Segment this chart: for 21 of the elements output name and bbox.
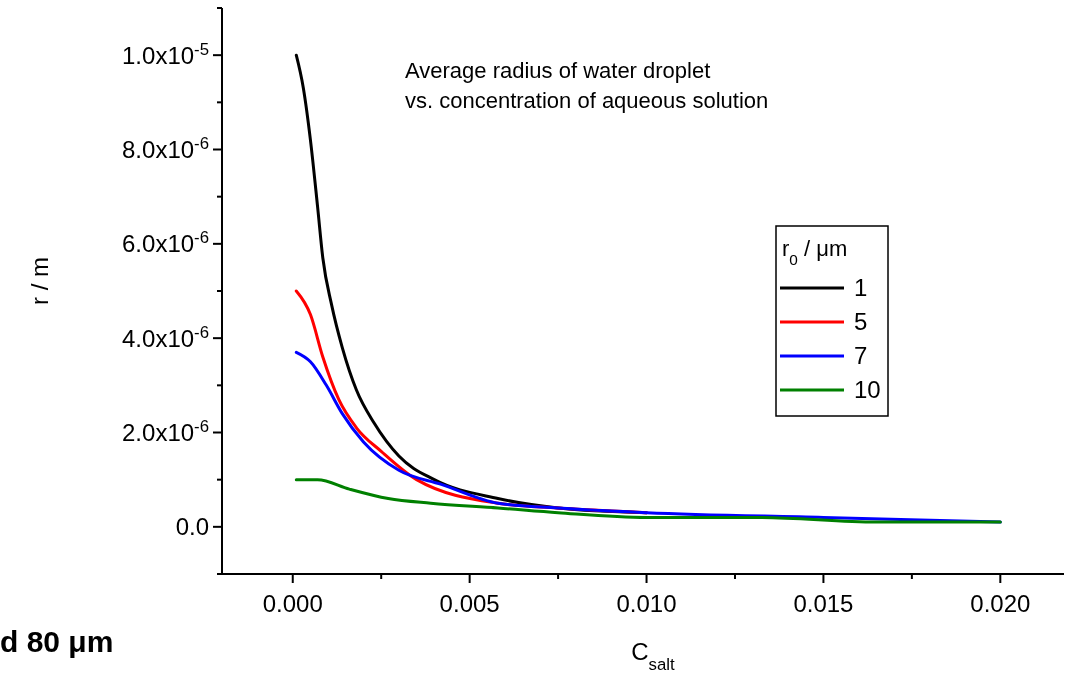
y-tick-label: 0.0: [175, 513, 209, 541]
y-tick-label: 4.0x10$^{-6}$: [122, 322, 209, 352]
text: d 80 μm: [0, 625, 114, 658]
y-tick-label: 1.0x10$^{-5}$: [122, 39, 209, 69]
y-tick-label: 2.0x10$^{-6}$: [122, 416, 209, 446]
text: Average radius of water droplet vs. concentration of aqueous solution: [405, 58, 769, 113]
y-axis-title: r / m: [26, 257, 53, 305]
x-tick-label: 0.000: [262, 590, 323, 617]
y-tick-label: 8.0x10$^{-6}$: [122, 133, 209, 163]
x-tick-label: 0.015: [793, 590, 854, 617]
legend-label: 7: [854, 342, 868, 370]
line-series: [294, 478, 1002, 524]
x-tick-label: 0.010: [616, 590, 677, 617]
legend-label: 10: [854, 376, 881, 404]
x-tick-label: 0.020: [970, 590, 1031, 617]
x-axis-title: C$_{salt}$: [631, 638, 676, 674]
legend-title: r$_{0}$ / μm: [782, 236, 848, 268]
x-tick-label: 0.005: [439, 590, 500, 617]
y-tick-label: 6.0x10$^{-6}$: [122, 227, 209, 258]
legend-label: 1: [854, 274, 868, 302]
legend-label: 5: [854, 308, 868, 336]
